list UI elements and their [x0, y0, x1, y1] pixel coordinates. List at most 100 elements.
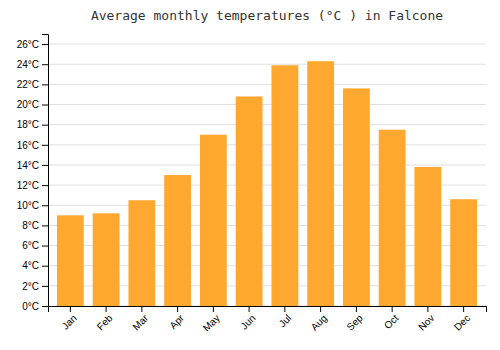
bar	[343, 88, 370, 306]
tick: 10°C	[17, 200, 48, 211]
tick-mark	[463, 306, 464, 312]
tick-mark	[42, 125, 48, 126]
bar	[414, 167, 441, 306]
bar	[93, 213, 120, 306]
tick-mark	[141, 306, 142, 312]
tick-label: 12°C	[17, 180, 39, 191]
tick-label: May	[201, 312, 222, 333]
tick: Oct	[382, 306, 401, 331]
tick: 4°C	[22, 260, 48, 271]
bar	[271, 65, 298, 306]
grid-line	[48, 44, 486, 45]
tick-label: Apr	[167, 312, 186, 331]
tick-label: Nov	[416, 312, 436, 332]
bar	[200, 135, 227, 306]
tick-mark	[42, 306, 48, 307]
tick-label: Jan	[60, 312, 79, 331]
tick-label: 8°C	[22, 220, 39, 231]
bar	[379, 130, 406, 306]
tick: Apr	[167, 306, 186, 331]
tick-mark	[70, 306, 71, 312]
tick-mark	[284, 306, 285, 312]
tick: Feb	[95, 306, 115, 332]
tick-mark	[42, 84, 48, 85]
tick-mark	[177, 306, 178, 312]
tick: Jun	[238, 306, 257, 332]
bar	[307, 61, 334, 306]
tick-label: 10°C	[17, 200, 39, 211]
tick: 14°C	[17, 160, 48, 171]
tick-mark	[42, 165, 48, 166]
tick-mark	[320, 306, 321, 312]
tick-label: 16°C	[17, 140, 39, 151]
tick-label: 4°C	[22, 260, 39, 271]
tick: Jul	[277, 306, 294, 329]
tick: Mar	[130, 306, 150, 332]
axis-line	[42, 35, 49, 307]
bar	[164, 175, 191, 306]
tick: 20°C	[17, 99, 48, 110]
tick: 16°C	[17, 140, 48, 151]
tick: Nov	[416, 306, 436, 333]
tick-mark	[356, 306, 357, 312]
bar	[128, 200, 155, 306]
tick-label: 14°C	[17, 160, 39, 171]
tick: 0°C	[22, 301, 48, 312]
tick-label: Mar	[130, 312, 150, 332]
bar	[236, 96, 263, 306]
tick-mark	[427, 306, 428, 312]
tick-mark	[392, 306, 393, 312]
tick-mark	[42, 105, 48, 106]
tick-mark	[42, 64, 48, 65]
tick: 2°C	[22, 281, 48, 292]
tick-label: 20°C	[17, 99, 39, 110]
tick: Dec	[452, 306, 472, 333]
tick-mark	[249, 306, 250, 312]
tick-label: 24°C	[17, 59, 39, 70]
title: Average monthly temperatures (°C ) in Fa…	[91, 8, 443, 23]
plot-area: 0°C 2°C 4°C 6°C 8°C 10°C 12°C 14°C 16°C 18°C 20°C 2…	[17, 35, 487, 334]
tick-label: 6°C	[22, 240, 39, 251]
tick-label: 26°C	[17, 39, 39, 50]
tick: 18°C	[17, 119, 48, 130]
tick-mark	[42, 145, 48, 146]
tick: May	[201, 306, 222, 334]
tick-mark	[42, 185, 48, 186]
grid-line	[48, 124, 486, 125]
bars	[57, 61, 477, 306]
tick: 24°C	[17, 59, 48, 70]
tick-mark	[42, 286, 48, 287]
tick-label: Feb	[95, 312, 115, 332]
grid-line	[48, 64, 486, 65]
tick-mark	[42, 225, 48, 226]
tick-mark	[42, 44, 48, 45]
tick: Aug	[309, 306, 329, 333]
tick-label: Sep	[345, 312, 366, 333]
grid-line	[48, 144, 486, 145]
tick-label: Oct	[382, 312, 401, 331]
tick-mark	[42, 266, 48, 267]
grid-line	[48, 104, 486, 105]
tick: 6°C	[22, 240, 48, 251]
tick-mark	[42, 246, 48, 247]
chart: 0°C 2°C 4°C 6°C 8°C 10°C 12°C 14°C 16°C 18°C 20°C 2…	[0, 0, 500, 350]
tick-mark	[106, 306, 107, 312]
bar	[450, 199, 477, 306]
tick: 22°C	[17, 79, 48, 90]
grid-line	[48, 164, 486, 165]
tick-label: Aug	[309, 312, 329, 332]
y-axis: 0°C 2°C 4°C 6°C 8°C 10°C 12°C 14°C 16°C 18°C 20°C 2…	[17, 35, 49, 312]
tick-label: Jun	[238, 312, 257, 331]
axis-line	[49, 307, 487, 313]
tick-label: Dec	[452, 312, 472, 332]
x-axis: Jan Feb Mar Apr May Jun Jul Aug Sep Oct Nov Dec	[49, 306, 487, 334]
tick-label: 0°C	[22, 301, 39, 312]
grid	[48, 44, 486, 306]
tick-label: Jul	[277, 312, 294, 329]
tick-label: 18°C	[17, 119, 39, 130]
tick: 26°C	[17, 39, 48, 50]
tick-label: 2°C	[22, 281, 39, 292]
tick: 12°C	[17, 180, 48, 191]
bar	[57, 215, 84, 306]
grid-line	[48, 84, 486, 85]
